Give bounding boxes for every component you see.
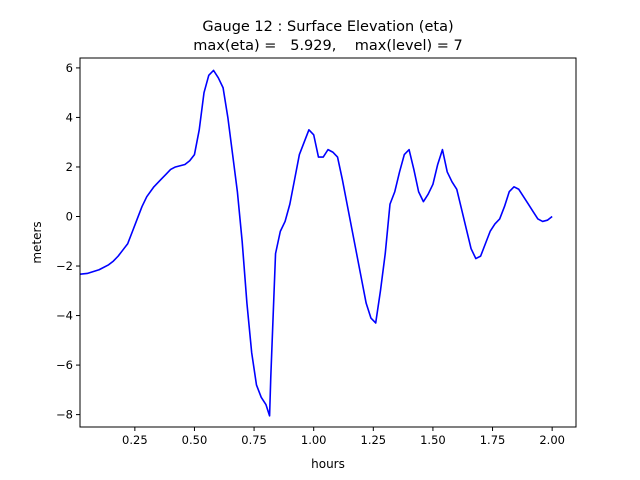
x-tick-label: 1.75: [480, 433, 506, 447]
y-tick-label: 4: [66, 110, 73, 124]
plot-border: [79, 57, 577, 428]
y-tick-label: −8: [56, 408, 73, 422]
x-tick-label: 1.00: [301, 433, 327, 447]
plot-content: [80, 69, 553, 417]
series-line-0: [80, 69, 553, 417]
x-tick-label: 0.50: [182, 433, 208, 447]
y-axis-label: meters: [30, 221, 44, 263]
chart-title: Gauge 12 : Surface Elevation (eta): [202, 19, 453, 35]
x-tick-label: 0.25: [122, 433, 148, 447]
y-tick-label: −4: [56, 309, 73, 323]
x-tick-label: 1.25: [361, 433, 387, 447]
x-axis: 0.25 0.50 0.75 1.00 1.25 1.50 1.75 2.00: [122, 427, 565, 447]
y-tick-label: 0: [66, 209, 73, 223]
x-tick-label: 1.50: [420, 433, 446, 447]
y-tick-label: 6: [66, 61, 73, 75]
y-axis: −8 −6 −4 −2 0 2 4 6: [56, 61, 80, 422]
y-tick-label: 2: [66, 160, 73, 174]
x-tick-label: 2.00: [539, 433, 565, 447]
x-axis-label: hours: [311, 457, 345, 471]
y-tick-label: −2: [56, 259, 73, 273]
x-tick-label: 0.75: [241, 433, 267, 447]
plot-area: [80, 58, 576, 427]
chart-subtitle: max(eta) = 5.929, max(level) = 7: [193, 38, 463, 54]
y-tick-label: −6: [56, 358, 73, 372]
